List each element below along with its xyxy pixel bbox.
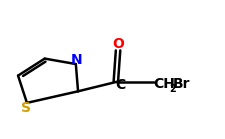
Text: C: C (115, 78, 125, 92)
Text: O: O (112, 37, 124, 51)
Text: N: N (71, 53, 83, 67)
Text: S: S (21, 101, 31, 115)
Text: Br: Br (173, 77, 191, 91)
Text: 2: 2 (170, 84, 176, 94)
Text: CH: CH (154, 77, 176, 91)
